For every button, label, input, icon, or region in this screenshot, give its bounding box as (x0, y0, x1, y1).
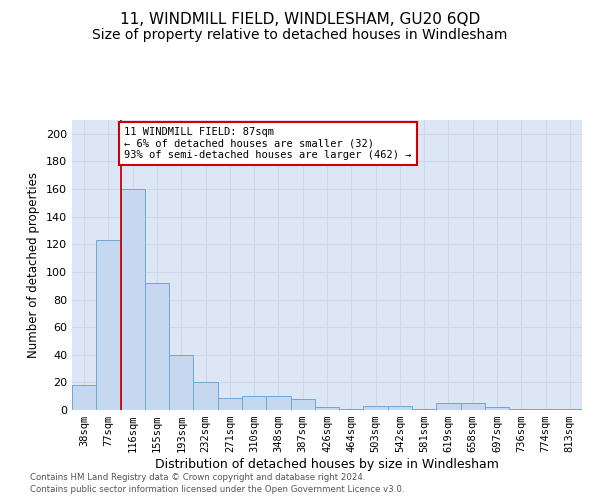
Bar (339, 408, 364, 410)
Bar (121, 189, 145, 410)
Bar (193, 382, 218, 410)
Y-axis label: Number of detached properties: Number of detached properties (28, 172, 40, 358)
Bar (218, 398, 242, 410)
Text: 11, WINDMILL FIELD, WINDLESHAM, GU20 6QD: 11, WINDMILL FIELD, WINDLESHAM, GU20 6QD (120, 12, 480, 28)
Bar (96, 240, 121, 410)
X-axis label: Distribution of detached houses by size in Windlesham: Distribution of detached houses by size … (155, 458, 499, 471)
Text: 11 WINDMILL FIELD: 87sqm
← 6% of detached houses are smaller (32)
93% of semi-de: 11 WINDMILL FIELD: 87sqm ← 6% of detache… (124, 127, 412, 160)
Bar (315, 407, 339, 410)
Bar (558, 408, 582, 410)
Bar (412, 408, 436, 410)
Text: Size of property relative to detached houses in Windlesham: Size of property relative to detached ho… (92, 28, 508, 42)
Bar (364, 406, 388, 410)
Bar (388, 406, 412, 410)
Text: Contains public sector information licensed under the Open Government Licence v3: Contains public sector information licen… (30, 485, 404, 494)
Bar (242, 396, 266, 410)
Bar (461, 403, 485, 410)
Text: Contains HM Land Registry data © Crown copyright and database right 2024.: Contains HM Land Registry data © Crown c… (30, 474, 365, 482)
Bar (533, 408, 558, 410)
Bar (509, 408, 533, 410)
Bar (290, 399, 315, 410)
Bar (145, 283, 169, 410)
Bar (72, 385, 96, 410)
Bar (169, 355, 193, 410)
Bar (266, 396, 290, 410)
Bar (485, 407, 509, 410)
Bar (436, 403, 461, 410)
